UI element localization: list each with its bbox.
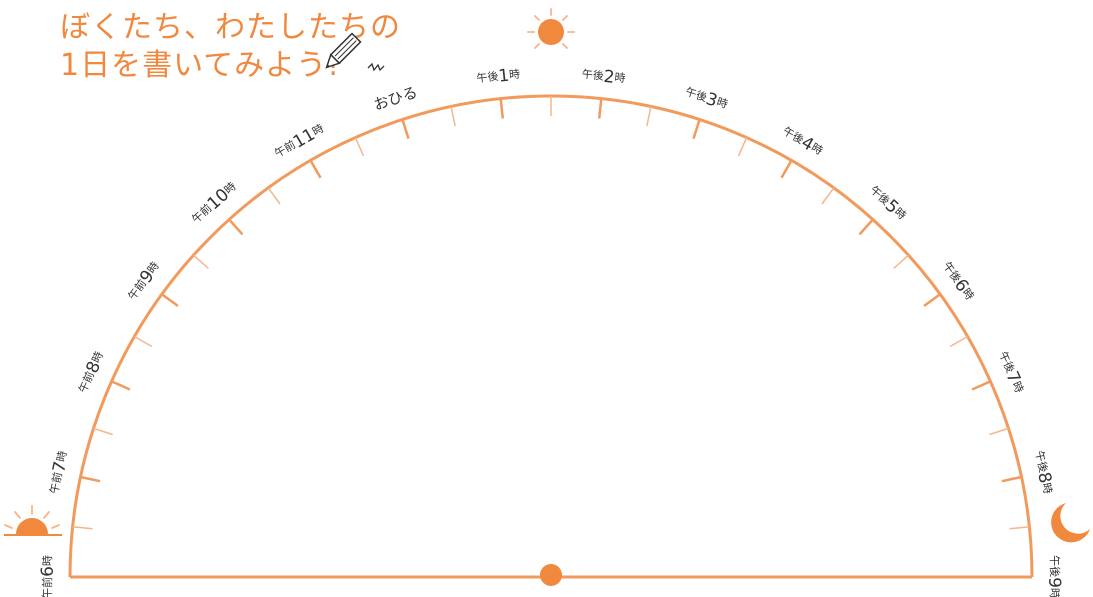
hour-label: 午後2時 (581, 65, 627, 89)
hour-label: 午前11時 (271, 119, 328, 164)
hour-label-suffix: 時 (1009, 380, 1025, 395)
half-hour-tick (450, 106, 456, 127)
hour-label-suffix: 時 (54, 450, 69, 463)
hour-label-suffix: 時 (90, 350, 106, 365)
hour-tick (228, 218, 244, 236)
half-hour-tick (354, 137, 365, 157)
hour-label-number: 6 (38, 566, 58, 577)
half-hour-tick (737, 137, 748, 157)
hour-tick (971, 380, 991, 391)
hour-label-number: 1 (497, 66, 510, 87)
half-hour-tick (989, 427, 1009, 436)
hour-label-number: 9 (1044, 577, 1064, 588)
hour-label-suffix: 時 (1048, 588, 1061, 597)
hour-tick (161, 293, 179, 308)
hour-label: 午前10時 (187, 177, 241, 228)
half-hour-tick (821, 187, 835, 205)
tick-marks (72, 96, 1030, 530)
hour-label: 午後1時 (476, 65, 522, 89)
hour-tick (597, 98, 603, 119)
hour-label-prefix: 午後 (684, 84, 709, 104)
hour-label: 午後7時 (992, 348, 1028, 396)
hour-label-prefix: 午前 (40, 577, 54, 597)
hour-label-suffix: 時 (41, 555, 54, 566)
hour-tick (780, 159, 793, 179)
hour-tick (692, 119, 701, 139)
half-hour-tick (192, 254, 209, 270)
pencil-icon (325, 32, 362, 69)
hour-tick (1001, 475, 1022, 483)
hour-label-suffix: 時 (715, 95, 729, 111)
hour-label-prefix: 午後 (476, 69, 499, 85)
hour-label: 午後3時 (682, 82, 730, 115)
half-hour-tick (134, 335, 153, 348)
hour-label: 午後8時 (1029, 449, 1058, 496)
hour-label: 午前6時 (38, 555, 58, 597)
hour-label: 午前7時 (45, 449, 74, 496)
hour-label-suffix: 時 (509, 68, 521, 82)
hour-label-prefix: 午後 (1048, 555, 1062, 577)
hour-tick (111, 380, 131, 391)
dial-center-dot (540, 564, 562, 586)
half-hour-tick (646, 106, 652, 127)
hour-label-number: 8 (1033, 470, 1055, 485)
hour-label-number: 2 (603, 67, 616, 88)
hour-tick (499, 98, 505, 119)
half-hour-tick (72, 525, 93, 530)
hour-tick (858, 218, 874, 236)
hour-label-prefix: 午後 (581, 67, 604, 83)
half-hour-tick (1009, 525, 1030, 530)
hour-tick (309, 159, 322, 179)
hour-label: 午後4時 (779, 122, 827, 161)
hour-label: 午前8時 (73, 348, 109, 396)
sunrise-icon (4, 505, 62, 536)
hour-label: 午後9時 (1044, 555, 1064, 597)
hour-label-prefix: 午後 (1033, 449, 1051, 473)
hour-tick (401, 119, 410, 139)
hour-label-number: 7 (49, 460, 71, 475)
hour-tick (923, 293, 941, 308)
hour-label-suffix: 時 (614, 71, 626, 85)
title-line-2: 1日を書いてみよう! (60, 48, 341, 83)
title-line-1: ぼくたち、わたしたちの (60, 10, 401, 45)
half-hour-tick (267, 187, 281, 205)
half-hour-tick (93, 427, 113, 436)
hour-label-text: おひる (371, 83, 419, 114)
hour-label-prefix: 午前 (47, 471, 65, 495)
hour-tick (80, 475, 101, 483)
sun-icon (527, 8, 575, 49)
dial-arc (68, 94, 1034, 578)
crescent-moon-icon (1051, 503, 1090, 543)
hour-label-suffix: 時 (1039, 482, 1054, 495)
hour-label: おひる (371, 83, 419, 114)
half-hour-tick (949, 335, 968, 348)
pencil-scribble (367, 62, 385, 72)
half-hour-tick (893, 254, 910, 270)
